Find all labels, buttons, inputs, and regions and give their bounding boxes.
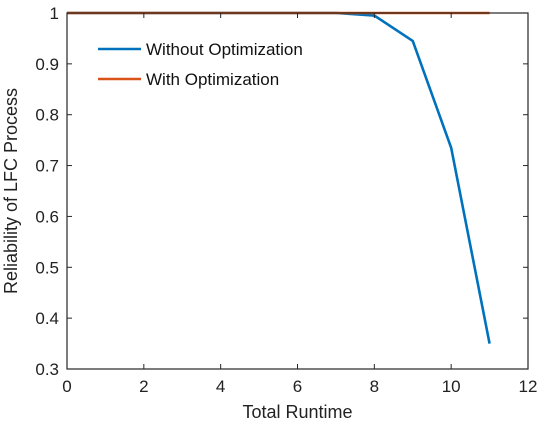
y-tick-label: 0.5 [35, 258, 59, 277]
y-tick-label: 0.8 [35, 106, 59, 125]
tick-label-layer: 0 2 4 6 8 10 12 0.3 0.4 0.5 0.6 0.7 0.8 0.9 1 [35, 4, 537, 396]
x-tick-label: 6 [293, 377, 302, 396]
y-tick-label: 1 [50, 4, 59, 23]
y-tick-label: 0.7 [35, 157, 59, 176]
y-tick-label: 0.3 [35, 360, 59, 379]
x-tick-label: 0 [62, 377, 71, 396]
x-tick-label: 4 [216, 377, 225, 396]
x-tick-label: 12 [519, 377, 538, 396]
y-tick-label: 0.4 [35, 309, 59, 328]
legend-label-2: With Optimization [146, 70, 279, 89]
y-tick-label: 0.6 [35, 207, 59, 226]
x-axis-title: Total Runtime [242, 402, 352, 422]
tick-layer [66, 12, 529, 370]
y-axis-title: Reliability of LFC Process [1, 88, 21, 294]
x-tick-label: 8 [370, 377, 379, 396]
legend-label-1: Without Optimization [146, 40, 303, 59]
x-tick-label: 2 [139, 377, 148, 396]
x-tick-label: 10 [442, 377, 461, 396]
legend: Without Optimization With Optimization [98, 40, 303, 89]
y-tick-label: 0.9 [35, 55, 59, 74]
